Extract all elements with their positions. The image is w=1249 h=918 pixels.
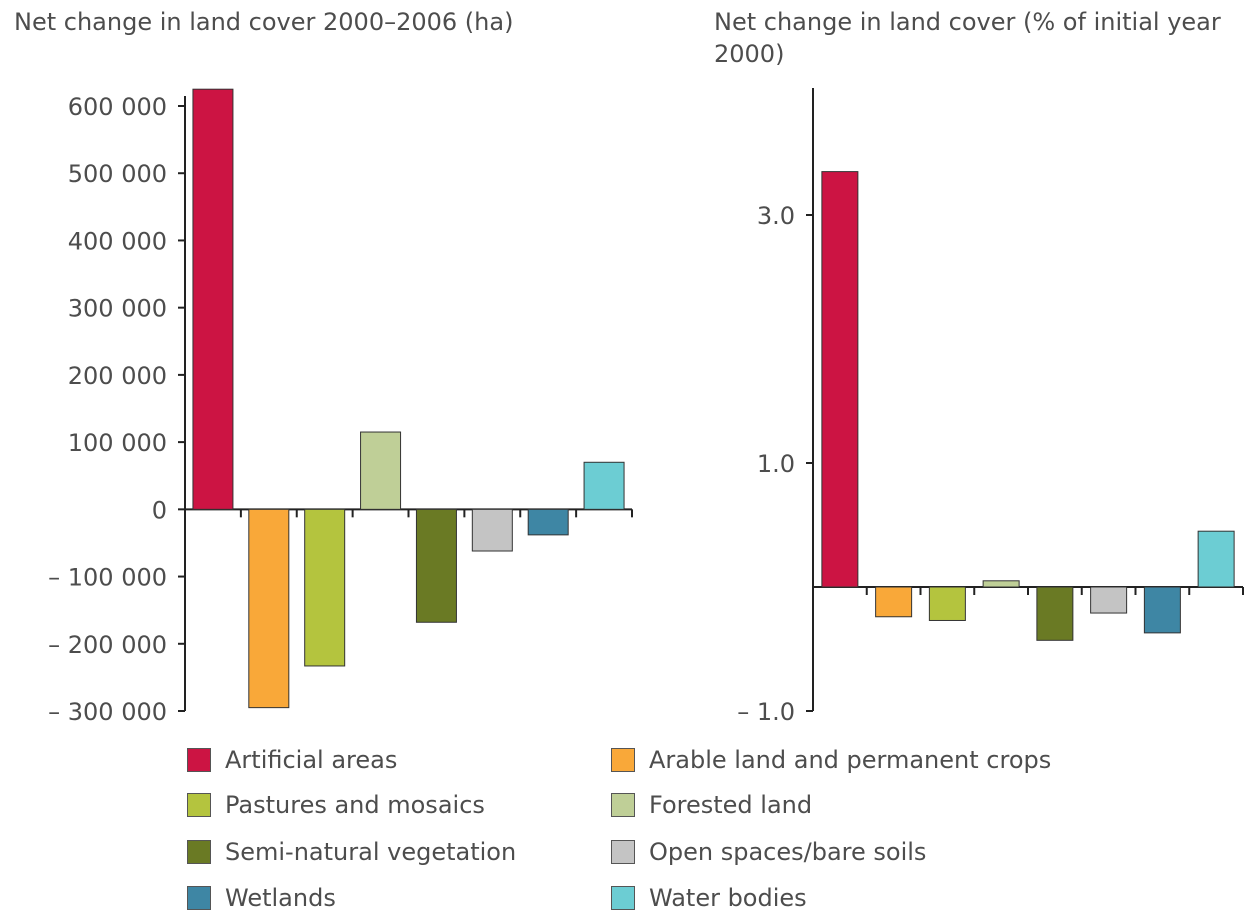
legend-item-arable-land: Arable land and permanent crops: [611, 740, 1051, 780]
right-bar: [821, 171, 859, 588]
left-bar: [471, 508, 513, 552]
legend-item-artificial-areas: Artificial areas: [187, 740, 397, 780]
legend-label: Semi-natural vegetation: [225, 838, 517, 866]
legend-item-wetlands: Wetlands: [187, 878, 336, 918]
left-bar: [192, 88, 234, 510]
legend-swatch: [187, 840, 211, 864]
right-y-tick-label: 3.0: [757, 202, 795, 230]
legend-swatch: [611, 793, 635, 817]
left-bar: [248, 508, 290, 709]
right-bar: [1143, 586, 1181, 634]
legend-swatch: [187, 748, 211, 772]
legend-swatch: [187, 886, 211, 910]
left-y-tick-label: – 300 000: [48, 698, 167, 726]
left-y-tick-label: – 100 000: [48, 564, 167, 592]
left-bar: [583, 461, 625, 510]
legend-label: Wetlands: [225, 884, 336, 912]
left-y-tick-label: 200 000: [68, 362, 167, 390]
legend-swatch: [187, 793, 211, 817]
right-y-tick-label: – 1.0: [737, 698, 795, 726]
legend-item-open-spaces: Open spaces/bare soils: [611, 832, 926, 872]
left-y-tick-label: – 200 000: [48, 631, 167, 659]
legend-swatch: [611, 748, 635, 772]
legend-item-forested-land: Forested land: [611, 785, 812, 825]
right-bar: [982, 580, 1020, 588]
legend-label: Pastures and mosaics: [225, 791, 485, 819]
legend-label: Water bodies: [649, 884, 807, 912]
legend-label: Artificial areas: [225, 746, 398, 774]
right-bar: [1090, 586, 1128, 614]
legend-label: Arable land and permanent crops: [649, 746, 1052, 774]
left-y-tick-label: 0: [152, 496, 167, 524]
left-y-tick-label: 100 000: [68, 429, 167, 457]
legend-item-pastures: Pastures and mosaics: [187, 785, 485, 825]
right-chart-title: Net change in land cover (% of initial y…: [714, 8, 1221, 68]
right-bar: [1197, 530, 1235, 588]
left-y-tick-label: 300 000: [68, 295, 167, 323]
right-bar: [928, 586, 966, 621]
left-y-tick-label: 600 000: [68, 93, 167, 121]
left-chart-title: Net change in land cover 2000–2006 (ha): [14, 8, 514, 36]
right-bar: [875, 586, 913, 618]
legend-label: Open spaces/bare soils: [649, 838, 927, 866]
legend-item-semi-natural: Semi-natural vegetation: [187, 832, 516, 872]
left-bar: [304, 508, 346, 667]
legend-swatch: [611, 840, 635, 864]
left-y-tick-label: 500 000: [68, 160, 167, 188]
left-bar: [415, 508, 457, 623]
legend-swatch: [611, 886, 635, 910]
legend-label: Forested land: [649, 791, 813, 819]
left-bar: [360, 431, 402, 510]
right-y-tick-label: 1.0: [757, 450, 795, 478]
left-y-tick-label: 400 000: [68, 227, 167, 255]
right-bar: [1036, 586, 1074, 641]
legend-item-water-bodies: Water bodies: [611, 878, 807, 918]
left-bar: [527, 508, 569, 536]
